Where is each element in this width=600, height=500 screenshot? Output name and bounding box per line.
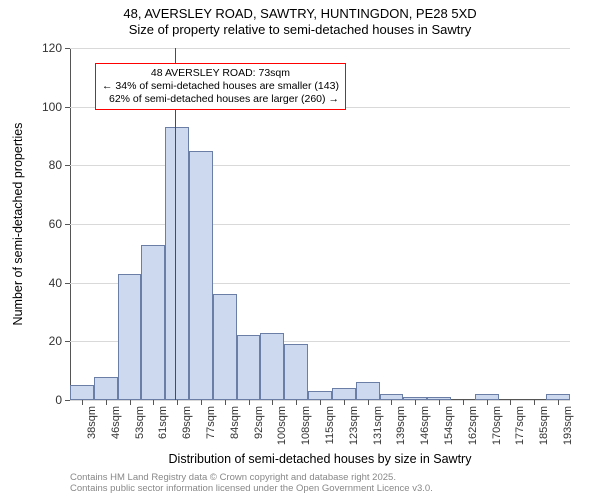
footer-line-2: Contains public sector information licen… (70, 483, 433, 494)
xtick-mark (487, 400, 488, 405)
xtick-mark (296, 400, 297, 405)
ytick-mark (65, 400, 70, 401)
ytick-label: 40 (49, 276, 62, 290)
ytick-label: 80 (49, 158, 62, 172)
title-line-1: 48, AVERSLEY ROAD, SAWTRY, HUNTINGDON, P… (0, 6, 600, 22)
histogram-bar (237, 335, 261, 400)
xtick-label: 131sqm (372, 406, 384, 445)
xtick-mark (106, 400, 107, 405)
xtick-label: 162sqm (467, 406, 479, 445)
xtick-label: 177sqm (514, 406, 526, 445)
ytick-mark (65, 107, 70, 108)
xtick-label: 61sqm (157, 406, 169, 439)
footer-line-1: Contains HM Land Registry data © Crown c… (70, 472, 433, 483)
annotation-box: 48 AVERSLEY ROAD: 73sqm← 34% of semi-det… (95, 63, 346, 110)
ytick-mark (65, 165, 70, 166)
xtick-label: 154sqm (443, 406, 455, 445)
histogram-bar (165, 127, 189, 400)
gridline (70, 165, 570, 166)
ytick-mark (65, 48, 70, 49)
annotation-line: 62% of semi-detached houses are larger (… (102, 93, 339, 106)
xtick-mark (510, 400, 511, 405)
y-axis-label: Number of semi-detached properties (11, 123, 25, 326)
xtick-mark (82, 400, 83, 405)
xtick-label: 115sqm (324, 406, 336, 444)
xtick-label: 193sqm (562, 406, 574, 445)
xtick-mark (558, 400, 559, 405)
ytick-label: 0 (55, 393, 62, 407)
xtick-label: 185sqm (538, 406, 550, 445)
xtick-label: 84sqm (229, 406, 241, 439)
xtick-mark (225, 400, 226, 405)
xtick-mark (415, 400, 416, 405)
gridline (70, 48, 570, 49)
xtick-label: 146sqm (419, 406, 431, 445)
ytick-mark (65, 224, 70, 225)
chart-title: 48, AVERSLEY ROAD, SAWTRY, HUNTINGDON, P… (0, 6, 600, 39)
xtick-mark (391, 400, 392, 405)
xtick-label: 69sqm (181, 406, 193, 439)
xtick-mark (439, 400, 440, 405)
xtick-mark (272, 400, 273, 405)
annotation-line: 48 AVERSLEY ROAD: 73sqm (102, 67, 339, 80)
annotation-line: ← 34% of semi-detached houses are smalle… (102, 80, 339, 93)
xtick-mark (130, 400, 131, 405)
histogram-bar (70, 385, 94, 400)
xtick-label: 53sqm (134, 406, 146, 439)
xtick-mark (344, 400, 345, 405)
plot-area: 02040608010012038sqm46sqm53sqm61sqm69sqm… (70, 48, 570, 400)
xtick-mark (320, 400, 321, 405)
histogram-bar (213, 294, 237, 400)
xtick-label: 108sqm (300, 406, 312, 445)
xtick-mark (249, 400, 250, 405)
histogram-bar (94, 377, 118, 400)
xtick-label: 38sqm (86, 406, 98, 439)
histogram-bar (118, 274, 142, 400)
xtick-mark (368, 400, 369, 405)
ytick-label: 100 (42, 100, 62, 114)
histogram-bar (284, 344, 308, 400)
xtick-label: 100sqm (276, 406, 288, 445)
ytick-label: 60 (49, 217, 62, 231)
xtick-label: 46sqm (110, 406, 122, 439)
title-line-2: Size of property relative to semi-detach… (0, 22, 600, 38)
histogram-bar (189, 151, 213, 400)
xtick-label: 123sqm (348, 406, 360, 445)
xtick-mark (534, 400, 535, 405)
ytick-mark (65, 283, 70, 284)
ytick-label: 120 (42, 41, 62, 55)
xtick-label: 139sqm (395, 406, 407, 445)
ytick-mark (65, 341, 70, 342)
xtick-mark (463, 400, 464, 405)
xtick-mark (201, 400, 202, 405)
footer-attribution: Contains HM Land Registry data © Crown c… (70, 472, 433, 495)
histogram-bar (308, 391, 332, 400)
histogram-bar (141, 245, 165, 400)
xtick-mark (153, 400, 154, 405)
xtick-mark (177, 400, 178, 405)
histogram-bar (332, 388, 356, 400)
x-axis-label: Distribution of semi-detached houses by … (70, 452, 570, 466)
histogram-bar (356, 382, 380, 400)
chart-container: 48, AVERSLEY ROAD, SAWTRY, HUNTINGDON, P… (0, 0, 600, 500)
gridline (70, 224, 570, 225)
xtick-label: 170sqm (491, 406, 503, 445)
xtick-label: 77sqm (205, 406, 217, 439)
ytick-label: 20 (49, 334, 62, 348)
histogram-bar (260, 333, 284, 400)
xtick-label: 92sqm (253, 406, 265, 439)
